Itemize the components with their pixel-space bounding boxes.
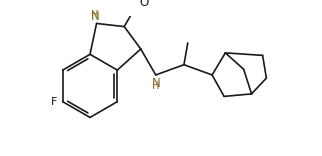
Text: O: O <box>140 0 149 9</box>
Text: F: F <box>51 97 57 107</box>
Text: N: N <box>90 10 99 23</box>
Text: H: H <box>91 10 99 20</box>
Text: N: N <box>151 77 160 90</box>
Text: H: H <box>152 81 159 91</box>
